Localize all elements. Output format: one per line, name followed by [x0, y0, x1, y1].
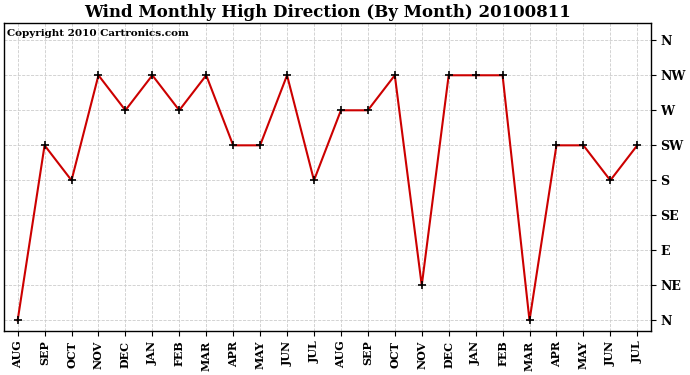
- Text: Copyright 2010 Cartronics.com: Copyright 2010 Cartronics.com: [8, 29, 189, 38]
- Title: Wind Monthly High Direction (By Month) 20100811: Wind Monthly High Direction (By Month) 2…: [84, 4, 571, 21]
